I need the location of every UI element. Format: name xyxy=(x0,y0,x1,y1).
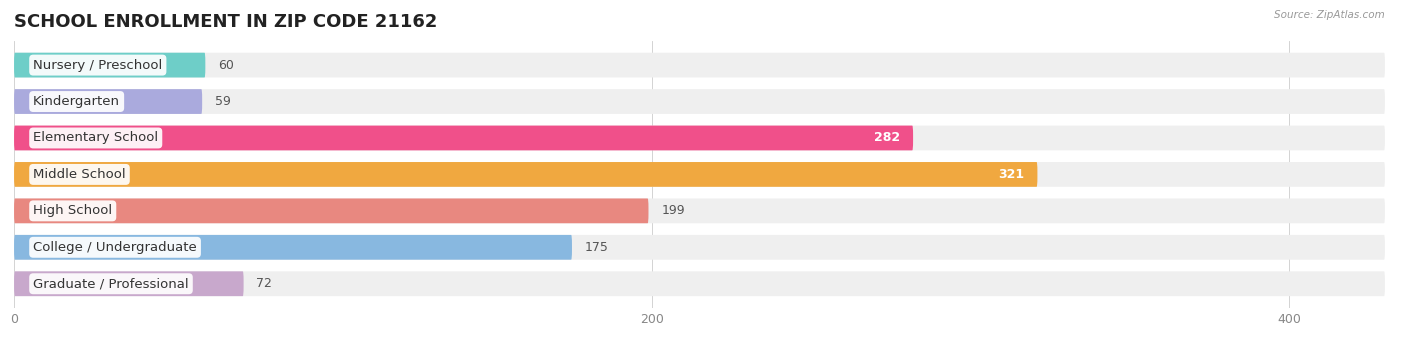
FancyBboxPatch shape xyxy=(14,271,1385,296)
Text: 72: 72 xyxy=(256,277,273,290)
FancyBboxPatch shape xyxy=(14,162,1038,187)
FancyBboxPatch shape xyxy=(14,53,1385,78)
FancyBboxPatch shape xyxy=(14,89,1385,114)
Text: 321: 321 xyxy=(998,168,1025,181)
Text: 60: 60 xyxy=(218,58,233,71)
Text: High School: High School xyxy=(34,205,112,218)
Text: 175: 175 xyxy=(585,241,609,254)
Text: Middle School: Middle School xyxy=(34,168,125,181)
FancyBboxPatch shape xyxy=(14,271,243,296)
Text: 282: 282 xyxy=(875,131,900,144)
Text: Elementary School: Elementary School xyxy=(34,131,159,144)
Text: Nursery / Preschool: Nursery / Preschool xyxy=(34,58,163,71)
FancyBboxPatch shape xyxy=(14,89,202,114)
FancyBboxPatch shape xyxy=(14,126,912,150)
FancyBboxPatch shape xyxy=(14,126,1385,150)
FancyBboxPatch shape xyxy=(14,198,648,223)
FancyBboxPatch shape xyxy=(14,235,1385,260)
FancyBboxPatch shape xyxy=(14,53,205,78)
Text: 59: 59 xyxy=(215,95,231,108)
FancyBboxPatch shape xyxy=(14,162,1385,187)
Text: 199: 199 xyxy=(661,205,685,218)
FancyBboxPatch shape xyxy=(14,198,1385,223)
Text: Kindergarten: Kindergarten xyxy=(34,95,120,108)
Text: SCHOOL ENROLLMENT IN ZIP CODE 21162: SCHOOL ENROLLMENT IN ZIP CODE 21162 xyxy=(14,13,437,31)
Text: Source: ZipAtlas.com: Source: ZipAtlas.com xyxy=(1274,10,1385,20)
FancyBboxPatch shape xyxy=(14,235,572,260)
Text: Graduate / Professional: Graduate / Professional xyxy=(34,277,188,290)
Text: College / Undergraduate: College / Undergraduate xyxy=(34,241,197,254)
